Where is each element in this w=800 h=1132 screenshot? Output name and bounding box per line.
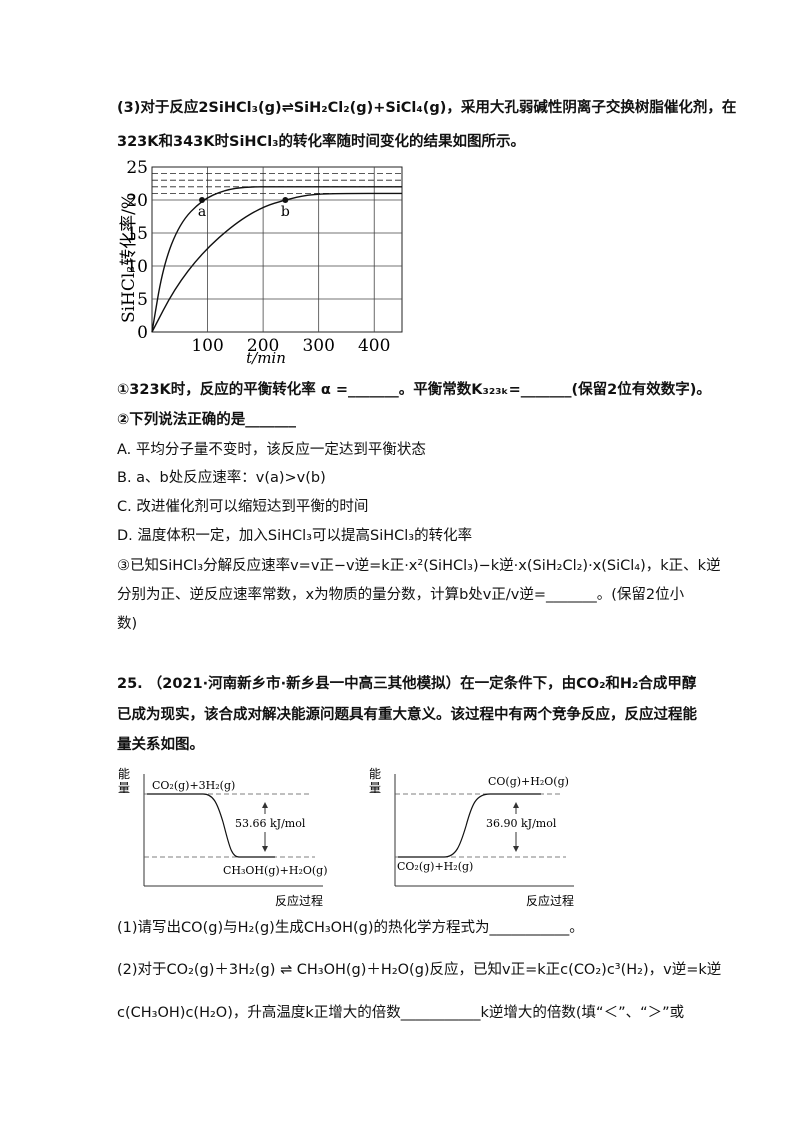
x-tick-label: 400: [358, 336, 390, 356]
energy-diagram-2: 能 量 CO(g)+H₂O(g) 36.90 kJ/mol CO₂(g)+H₂(…: [369, 767, 574, 908]
q3-intro-line2: 323K和343K时SiHCl₃的转化率随时间变化的结果如图所示。: [117, 134, 526, 150]
q3-sub2: ②下列说法正确的是_______: [117, 412, 297, 428]
energy-axis-label-1a: 能: [118, 767, 130, 781]
top-species-2: CO(g)+H₂O(g): [488, 775, 569, 788]
y-tick-label: 0: [137, 323, 148, 343]
x-tick-label: 100: [191, 336, 223, 356]
top-species-1: CO₂(g)+3H₂(g): [152, 779, 235, 792]
x-axis-label-1: 反应过程: [275, 893, 323, 908]
energy-axis-label-1b: 量: [118, 781, 130, 795]
q25-part2-line2: c(CH₃OH)c(H₂O)，升高温度k正增大的倍数___________k逆增…: [117, 1005, 685, 1021]
q3-sub3-line1: ③已知SiHCl₃分解反应速率v=v正−v逆=k正·x²(SiHCl₃)−k逆·…: [117, 558, 721, 574]
plot-frame: [151, 166, 403, 333]
q25-line3: 量关系如图。: [117, 737, 204, 753]
y-axis-label: SiHCl₃转化率/%: [119, 193, 139, 323]
energy-curve-2: [398, 793, 541, 858]
point-label-b: b: [281, 204, 290, 220]
q25-part2-line1: (2)对于CO₂(g)＋3H₂(g) ⇌ CH₃OH(g)＋H₂O(g)反应，已…: [117, 962, 722, 978]
conversion-chart: a b 0 5 10 15 20 25 100 200 300 400 SiHCl₃转化率/% t/…: [119, 158, 403, 367]
energy-value-2: 36.90 kJ/mol: [486, 817, 557, 830]
option-b: B. a、b处反应速率：v(a)>v(b): [117, 470, 326, 486]
y-tick-label: 10: [126, 257, 148, 277]
q25-line2: 已成为现实，该合成对解决能源问题具有重大意义。该过程中有两个竞争反应，反应过程能: [117, 707, 697, 723]
point-a: [199, 197, 205, 203]
option-a: A. 平均分子量不变时，该反应一定达到平衡状态: [117, 442, 426, 458]
q3-intro-line1: (3)对于反应2SiHCl₃(g)⇌SiH₂Cl₂(g)+SiCl₄(g)，采用…: [117, 100, 737, 116]
q3-sub3-line2: 分别为正、逆反应速率常数，x为物质的量分数，计算b处v正/v逆=_______。…: [117, 587, 685, 603]
point-label-a: a: [198, 204, 206, 220]
y-tick-label: 15: [126, 224, 148, 244]
y-tick-label: 20: [126, 191, 148, 211]
energy-axis-label-2b: 量: [369, 781, 381, 795]
energy-axis-label-2a: 能: [369, 767, 381, 781]
q3-sub1: ①323K时，反应的平衡转化率 α =_______。平衡常数K₃₂₃ₖ=___…: [117, 382, 711, 398]
option-d: D. 温度体积一定，加入SiHCl₃可以提高SiHCl₃的转化率: [117, 528, 473, 544]
energy-diagram-1: 能 量 CO₂(g)+3H₂(g) 53.66 kJ/mol CH₃OH(g)+…: [118, 767, 328, 908]
conversion-curve-2: [151, 192, 402, 333]
x-tick-label: 200: [247, 336, 279, 356]
q25-line1: 25. （2021·河南新乡市·新乡县一中高三其他模拟）在一定条件下，由CO₂和…: [117, 676, 697, 692]
bottom-species-1: CH₃OH(g)+H₂O(g): [223, 864, 328, 877]
q25-part1: (1)请写出CO(g)与H₂(g)生成CH₃OH(g)的热化学方程式为_____…: [117, 920, 584, 936]
energy-value-1: 53.66 kJ/mol: [235, 817, 306, 830]
q3-sub3-line3: 数): [117, 616, 138, 632]
x-tick-label: 300: [302, 336, 334, 356]
conversion-curve-1: [151, 186, 402, 333]
energy-curve-1: [147, 793, 275, 858]
point-b: [282, 197, 289, 203]
y-tick-label: 5: [137, 290, 148, 310]
y-tick-label: 25: [126, 158, 148, 178]
option-c: C. 改进催化剂可以缩短达到平衡的时间: [117, 499, 369, 515]
bottom-species-2: CO₂(g)+H₂(g): [397, 860, 473, 873]
x-axis-label: t/min: [246, 349, 286, 367]
x-axis-label-2: 反应过程: [526, 893, 574, 908]
